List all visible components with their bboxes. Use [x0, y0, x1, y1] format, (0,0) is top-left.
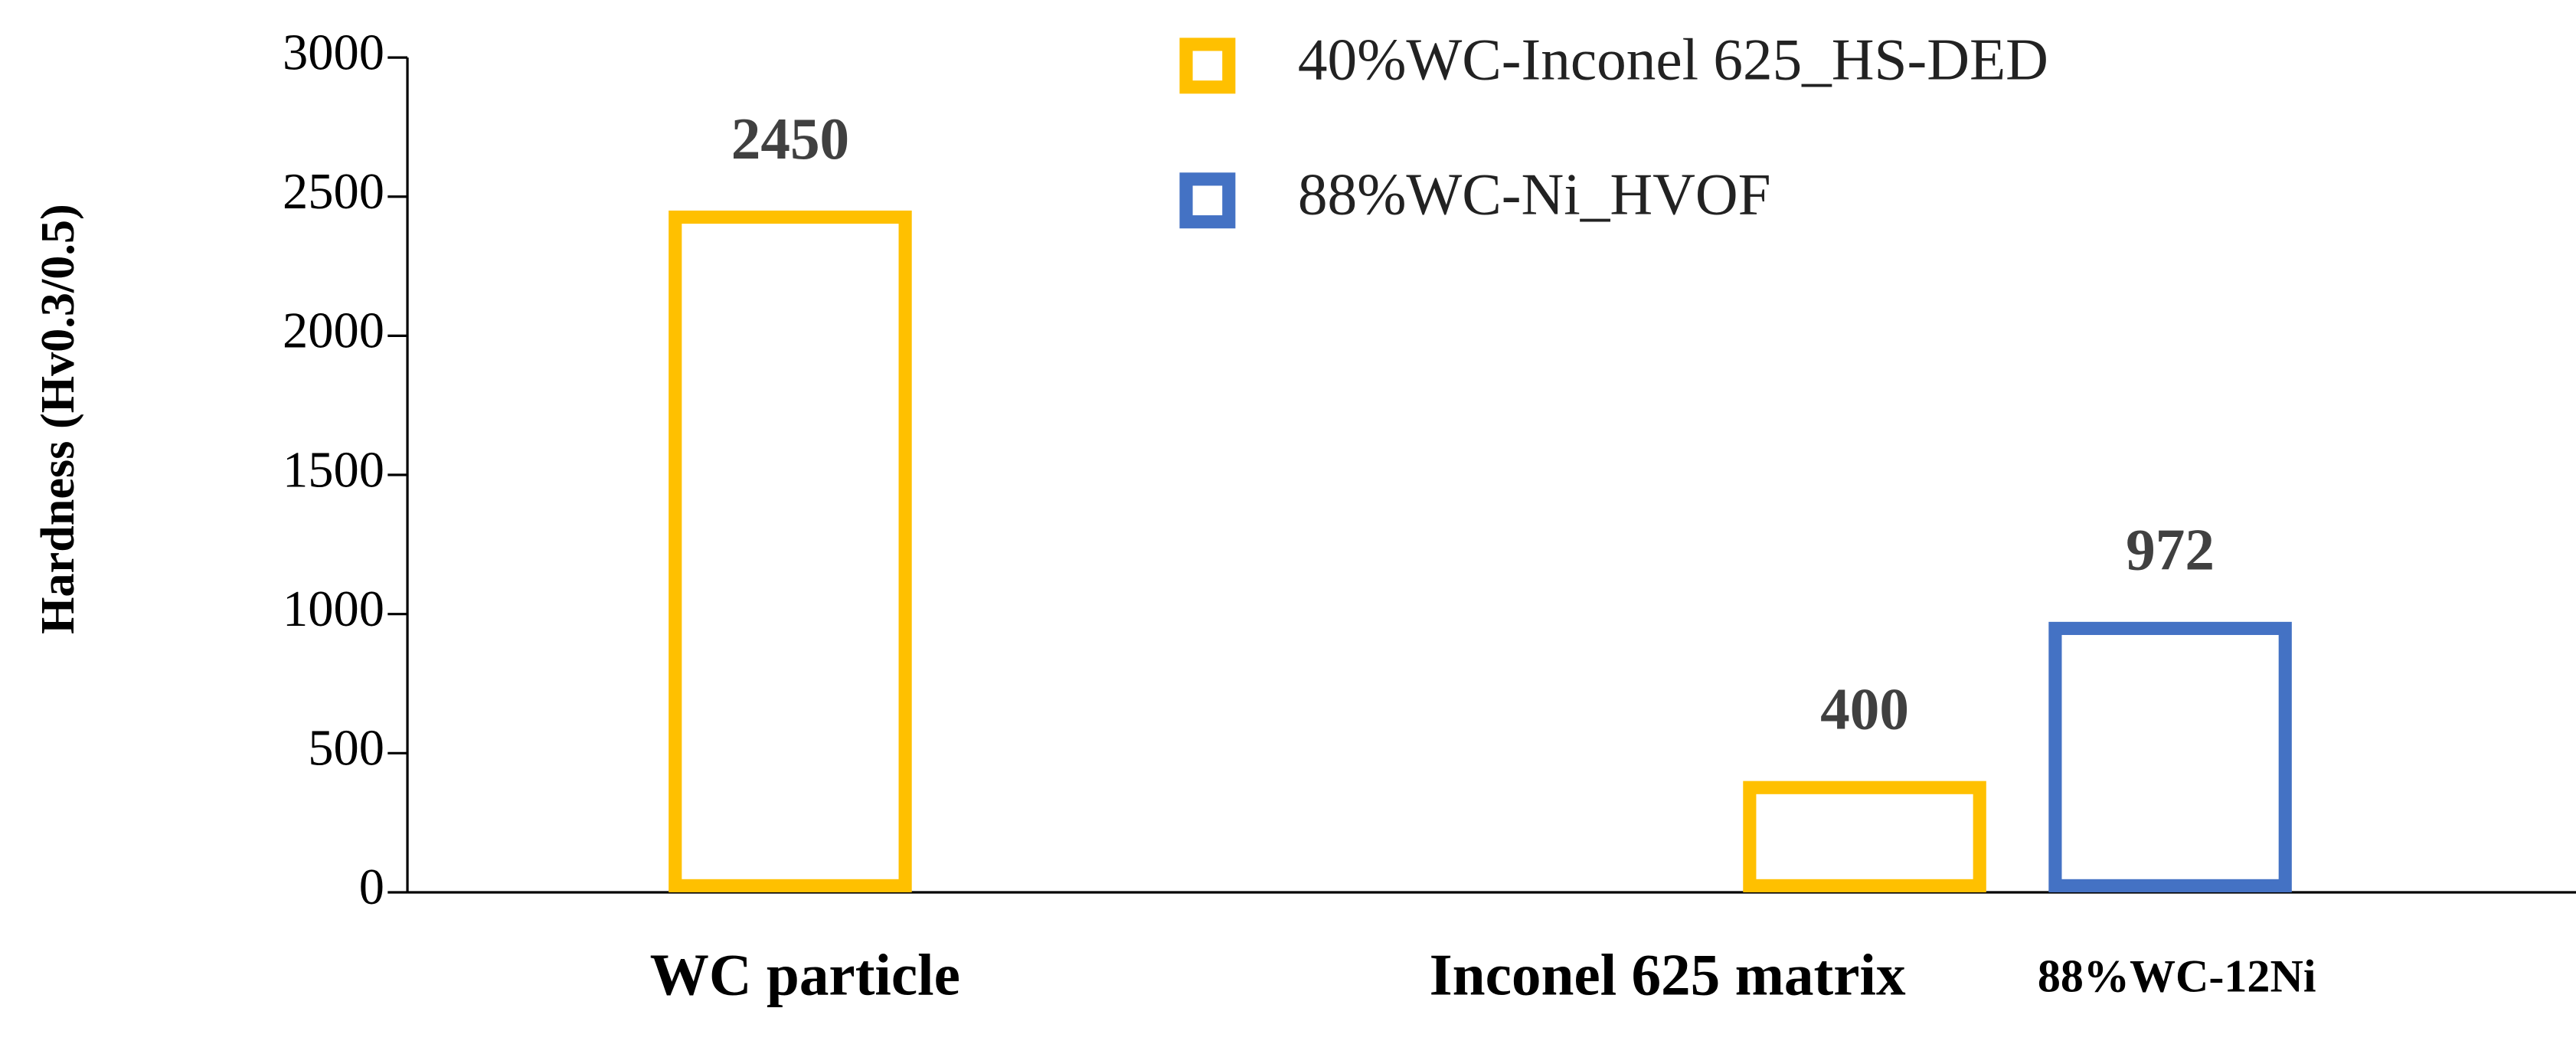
y-tick-label: 2000 — [283, 303, 384, 359]
y-tick-label: 500 — [308, 721, 384, 777]
bar — [2048, 621, 2292, 892]
y-tick-label: 1000 — [283, 581, 384, 637]
x-tick-label: WC particle — [650, 942, 960, 1008]
bar — [669, 210, 912, 892]
y-tick-label: 2500 — [283, 164, 384, 220]
data-label: 972 — [2126, 517, 2215, 583]
y-tick-label: 0 — [359, 859, 384, 915]
y-axis-title: Hardness (Hv0.3/0.5) — [32, 204, 84, 634]
y-tick-label: 3000 — [283, 25, 384, 80]
legend-label: 88%WC-Ni_HVOF — [1298, 161, 1771, 227]
data-label: 2450 — [731, 106, 849, 172]
x-tick-label: Inconel 625 matrix — [1430, 942, 1906, 1008]
legend-label: 40%WC-Inconel 625_HS-DED — [1298, 27, 2048, 93]
y-tick-label: 1500 — [283, 442, 384, 498]
legend-swatch — [1179, 38, 1236, 94]
legend-swatch — [1179, 172, 1236, 229]
x-tick-label: 88%WC-12Ni — [2038, 951, 2316, 1002]
data-label: 400 — [1820, 676, 1909, 742]
bar — [1743, 781, 1986, 892]
